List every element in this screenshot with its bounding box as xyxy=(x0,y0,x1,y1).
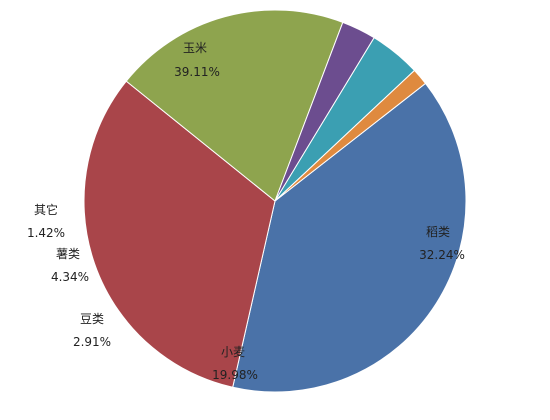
value-tubers: 4.34% xyxy=(51,270,89,284)
value-beans: 2.91% xyxy=(73,335,111,349)
pie-slice-wheat xyxy=(125,9,344,202)
value-corn: 39.11% xyxy=(174,65,220,79)
pie-labels: 玉米 39.11% 稻类 32.24% 小麦 19.98% 豆类 2.91% 薯… xyxy=(27,41,465,382)
label-tubers: 薯类 xyxy=(56,247,80,261)
pie-slice-corn xyxy=(232,82,467,393)
value-other: 1.42% xyxy=(27,226,65,240)
pie-slice-other xyxy=(274,69,427,202)
label-corn: 玉米 xyxy=(183,41,207,55)
value-wheat: 19.98% xyxy=(212,368,258,382)
label-other: 其它 xyxy=(34,202,58,217)
value-rice: 32.24% xyxy=(419,248,465,262)
label-beans: 豆类 xyxy=(80,312,104,326)
label-wheat: 小麦 xyxy=(221,345,245,359)
label-rice: 稻类 xyxy=(426,225,450,239)
pie-slice-rice xyxy=(83,80,276,388)
pie-slices xyxy=(83,9,467,393)
